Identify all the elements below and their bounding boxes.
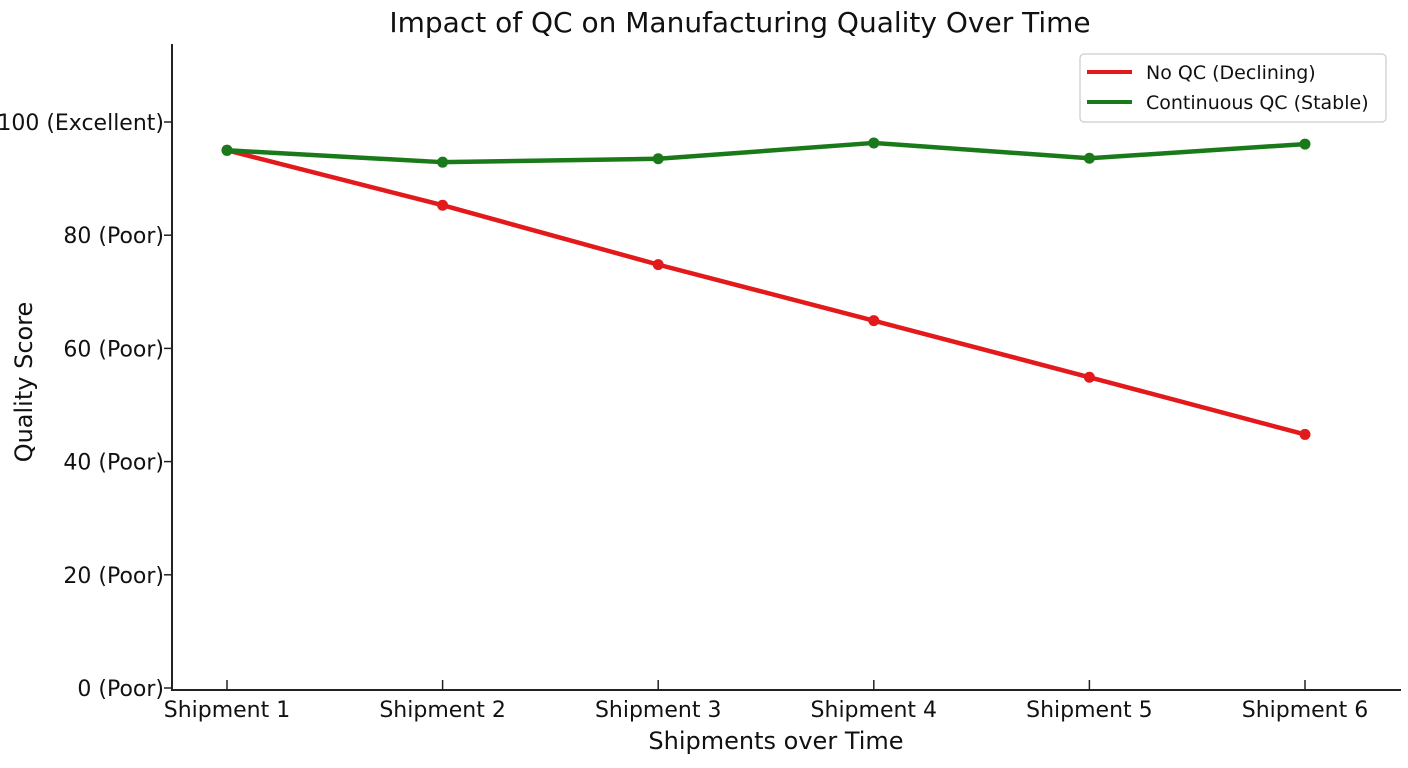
y-tick-label: 60 (Poor) <box>63 337 164 362</box>
x-tick-label: Shipment 5 <box>1026 698 1153 723</box>
data-point <box>221 144 233 156</box>
data-point <box>1299 138 1311 150</box>
legend: No QC (Declining) Continuous QC (Stable) <box>1079 53 1387 123</box>
legend-label-continuous-qc: Continuous QC (Stable) <box>1146 92 1369 114</box>
y-tick-label: 20 (Poor) <box>63 564 164 589</box>
data-point <box>868 315 880 327</box>
series-0 <box>221 144 1311 440</box>
y-axis-label: Quality Score <box>10 302 38 463</box>
x-tick-label: Shipment 2 <box>379 698 506 723</box>
legend-box <box>1079 53 1387 123</box>
chart-title: Impact of QC on Manufacturing Quality Ov… <box>389 6 1090 39</box>
x-tick-label: Shipment 1 <box>164 698 291 723</box>
x-tick-label: Shipment 4 <box>811 698 938 723</box>
y-tick-label: 80 (Poor) <box>63 224 164 249</box>
data-point <box>437 199 449 211</box>
y-tick-label: 100 (Excellent) <box>0 111 164 136</box>
x-axis-label: Shipments over Time <box>648 727 903 755</box>
legend-label-no-qc: No QC (Declining) <box>1146 62 1316 84</box>
data-point <box>868 137 880 149</box>
data-point <box>1083 152 1095 164</box>
y-tick-label: 40 (Poor) <box>63 451 164 476</box>
series-1 <box>221 137 1311 168</box>
data-point <box>652 259 664 271</box>
series-line <box>226 140 1306 165</box>
data-point <box>1083 371 1095 383</box>
data-point <box>1299 428 1311 440</box>
series-line <box>226 148 1306 437</box>
x-tick-label: Shipment 3 <box>595 698 722 723</box>
data-point <box>437 156 449 168</box>
data-point <box>652 153 664 165</box>
y-tick-label: 0 (Poor) <box>77 677 164 702</box>
x-tick-label: Shipment 6 <box>1242 698 1369 723</box>
